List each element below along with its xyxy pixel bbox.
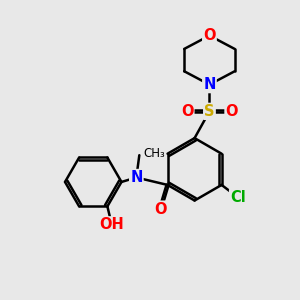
Text: O: O [154, 202, 167, 217]
Text: N: N [203, 77, 216, 92]
Text: CH₃: CH₃ [144, 147, 166, 160]
Text: N: N [130, 170, 142, 185]
Text: Cl: Cl [230, 190, 246, 205]
Text: S: S [204, 104, 215, 119]
Text: O: O [181, 104, 194, 119]
Text: O: O [203, 28, 216, 43]
Text: OH: OH [100, 217, 124, 232]
Text: O: O [226, 104, 238, 119]
